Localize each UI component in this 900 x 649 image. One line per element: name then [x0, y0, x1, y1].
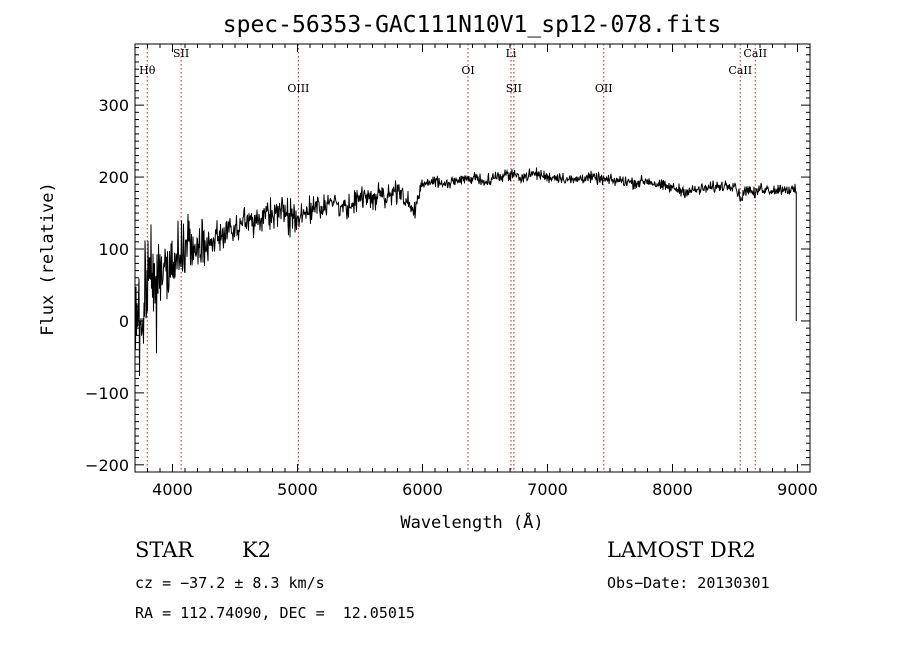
line-label-sii: SII — [173, 47, 189, 60]
object-class: STAR — [135, 538, 194, 562]
x-tick-label: 8000 — [652, 480, 693, 499]
line-label-hθ: Hθ — [139, 64, 156, 77]
line-label-oiii: OIII — [287, 82, 309, 95]
object-subclass: K2 — [242, 538, 272, 562]
line-label-oii: OII — [595, 82, 613, 95]
x-tick-label: 7000 — [527, 480, 568, 499]
line-label-li: Li — [506, 47, 517, 60]
plot-frame — [134, 43, 811, 473]
line-label-caii: CaII — [728, 64, 752, 77]
y-axis-label: Flux (relative) — [38, 182, 58, 336]
x-tick-label: 6000 — [402, 480, 443, 499]
y-tick-label: 200 — [98, 168, 129, 187]
plot-area: Hθ SII OIII OI Li SII OII CaII CaII 4000 5000 6000 7… — [85, 43, 818, 499]
y-tick-label: −200 — [85, 456, 129, 475]
y-tick-label: 100 — [98, 240, 129, 259]
sky-coordinates: RA = 112.74090, DEC = 12.05015 — [135, 604, 415, 622]
x-axis-label: Wavelength (Å) — [400, 511, 543, 533]
line-label-sii: SII — [506, 82, 522, 95]
y-tick-label: 300 — [98, 96, 129, 115]
spectrum-line — [135, 167, 797, 377]
survey-name: LAMOST DR2 — [607, 538, 756, 562]
redshift-velocity: cz = −37.2 ± 8.3 km/s — [135, 574, 325, 592]
line-label-caii: CaII — [743, 47, 767, 60]
line-label-oi: OI — [461, 64, 474, 77]
y-tick-label: −100 — [85, 384, 129, 403]
x-tick-label: 9000 — [777, 480, 818, 499]
x-tick-label: 5000 — [277, 480, 318, 499]
chart-title: spec-56353-GAC111N10V1_sp12-078.fits — [223, 12, 722, 38]
y-tick-label: 0 — [119, 312, 129, 331]
x-tick-label: 4000 — [152, 480, 193, 499]
observation-date: Obs−Date: 20130301 — [607, 574, 770, 592]
